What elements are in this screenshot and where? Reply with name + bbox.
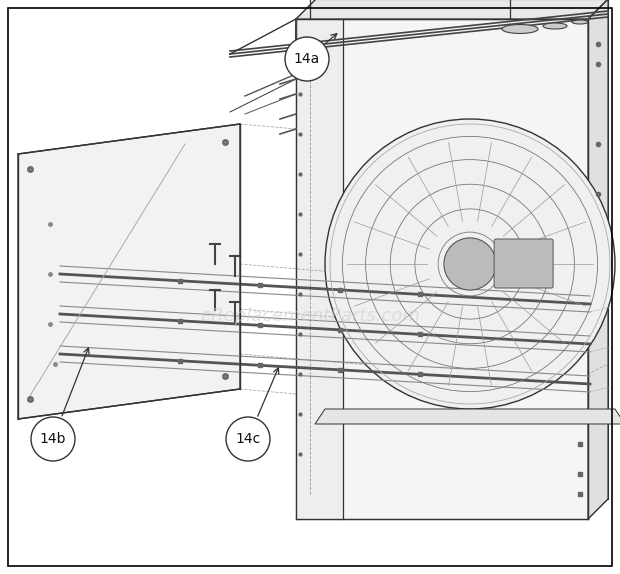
Circle shape — [285, 37, 329, 81]
Text: eReplacementParts.com: eReplacementParts.com — [200, 307, 420, 325]
Ellipse shape — [502, 25, 538, 33]
Text: 14b: 14b — [40, 432, 66, 446]
Circle shape — [325, 119, 615, 409]
Ellipse shape — [572, 20, 588, 24]
Polygon shape — [296, 19, 343, 519]
Circle shape — [226, 417, 270, 461]
Text: 14c: 14c — [236, 432, 260, 446]
Ellipse shape — [543, 23, 567, 29]
Polygon shape — [18, 124, 240, 419]
Polygon shape — [296, 0, 608, 19]
Circle shape — [31, 417, 75, 461]
Polygon shape — [296, 19, 588, 519]
FancyBboxPatch shape — [494, 239, 553, 288]
Text: 14a: 14a — [294, 52, 320, 66]
Circle shape — [444, 238, 496, 290]
Polygon shape — [315, 409, 620, 424]
Polygon shape — [588, 0, 608, 519]
